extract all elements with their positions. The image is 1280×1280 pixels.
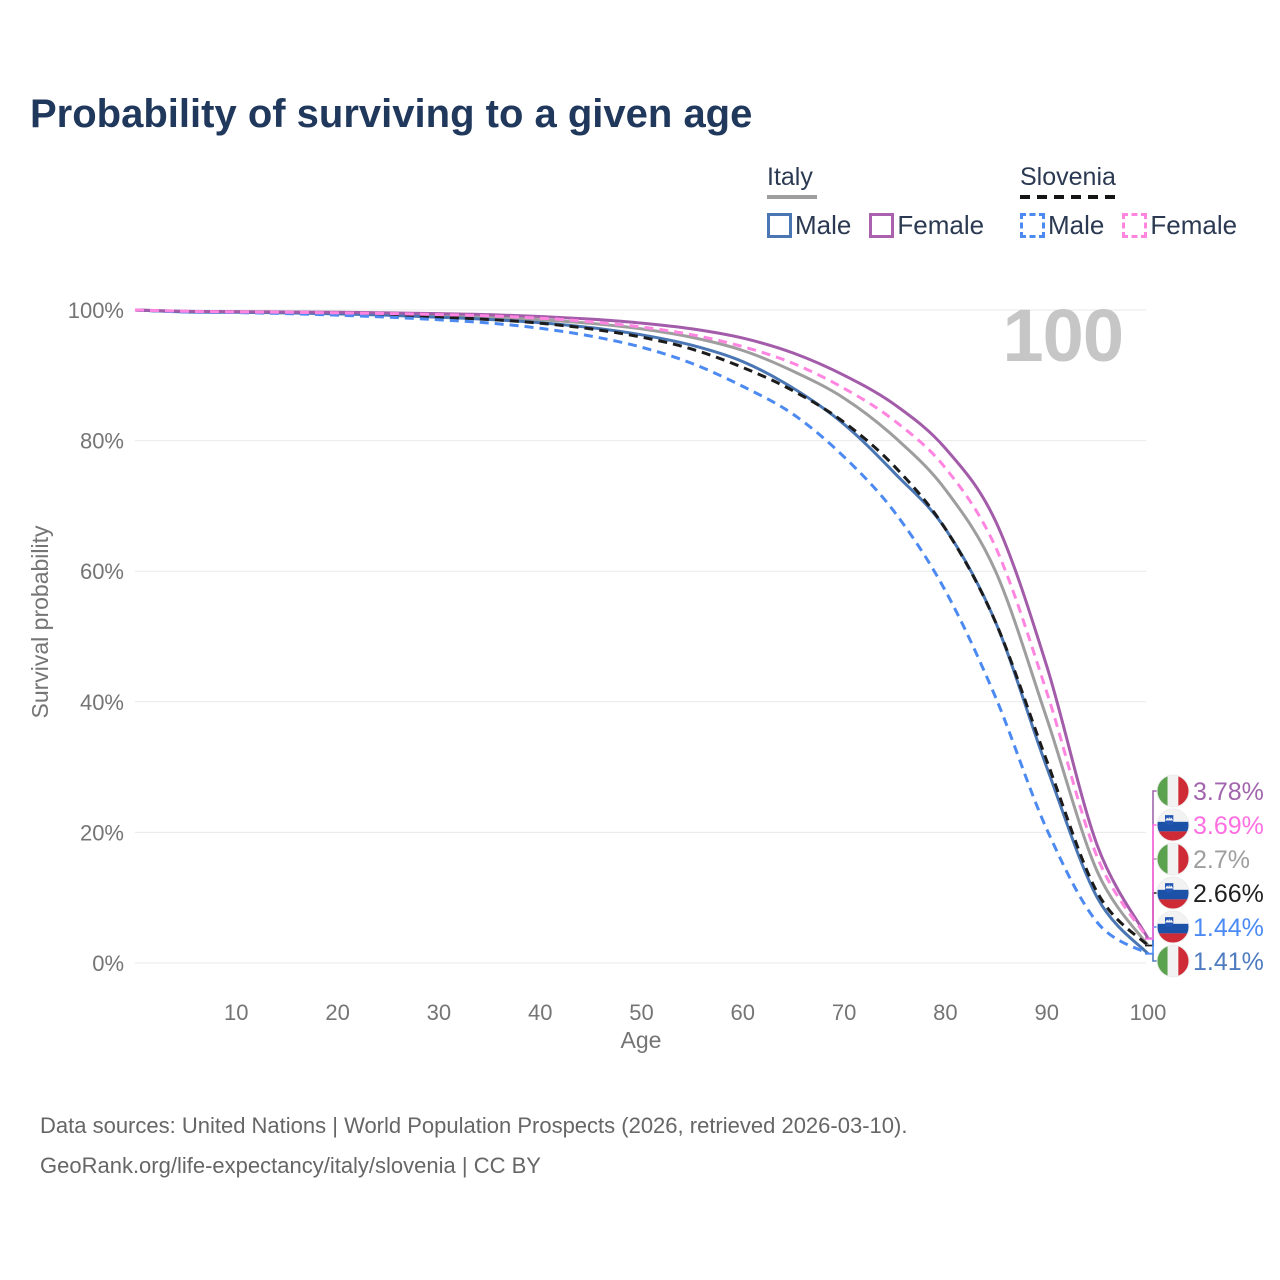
slovenia-flag-icon <box>1156 808 1190 842</box>
legend-label-slovenia-female[interactable]: Female <box>1150 210 1238 240</box>
y-axis-title: Survival probability <box>27 525 53 719</box>
y-tick-100%: 100% <box>68 298 124 323</box>
y-tick-0%: 0% <box>92 951 124 976</box>
watermark-age-100: 100 <box>1003 294 1123 377</box>
end-label-slovenia-male: 1.44% <box>1193 914 1264 942</box>
end-label-slovenia-female: 3.69% <box>1193 812 1264 840</box>
x-tick-50: 50 <box>629 1000 653 1025</box>
end-label-italy-all: 2.7% <box>1193 846 1250 874</box>
y-tick-80%: 80% <box>80 429 124 454</box>
legend-group-italy: Italy Male Female <box>767 163 1002 241</box>
footer-data-sources: Data sources: United Nations | World Pop… <box>40 1113 908 1138</box>
legend-swatch-italy-male[interactable] <box>767 213 792 238</box>
end-label-italy-female: 3.78% <box>1193 778 1264 806</box>
footer-attribution: GeoRank.org/life-expectancy/italy/sloven… <box>40 1153 541 1178</box>
end-label-slovenia-all: 2.66% <box>1193 880 1264 908</box>
curve-slovenia-female[interactable] <box>134 308 1150 940</box>
x-tick-70: 70 <box>832 1000 856 1025</box>
legend-label-italy-female[interactable]: Female <box>897 210 985 240</box>
legend-group-slovenia: Slovenia Male Female <box>1020 163 1255 241</box>
y-tick-20%: 20% <box>80 820 124 845</box>
x-tick-30: 30 <box>427 1000 451 1025</box>
label-connector-slovenia-male <box>1145 926 1157 955</box>
x-axis-tick-labels: 10 20 30 40 50 60 70 80 90 100 <box>224 1000 1166 1025</box>
x-tick-40: 40 <box>528 1000 552 1025</box>
x-tick-10: 10 <box>224 1000 248 1025</box>
italy-flag-icon <box>1156 774 1190 808</box>
y-axis-tick-labels: 0% 20% 40% 60% 80% 100% <box>68 298 124 976</box>
label-connector-italy-all <box>1145 858 1157 947</box>
curve-slovenia-male[interactable] <box>134 308 1149 955</box>
curve-italy-male[interactable] <box>134 308 1150 955</box>
page-title: Probability of surviving to a given age <box>30 92 753 136</box>
legend-underline-italy-solid <box>767 195 817 199</box>
end-value-labels: 2.7% 1.41% 3.78% 2.66% 1.44% 3.69% <box>1145 774 1264 978</box>
y-tick-60%: 60% <box>80 559 124 584</box>
x-tick-20: 20 <box>325 1000 349 1025</box>
legend-country-slovenia: Slovenia <box>1020 163 1116 191</box>
legend-swatch-slovenia-female[interactable] <box>1122 213 1148 238</box>
label-connector-italy-male <box>1145 953 1157 962</box>
label-connector-italy-female <box>1145 790 1157 940</box>
legend-country-italy: Italy <box>767 163 813 191</box>
end-label-italy-male: 1.41% <box>1193 948 1264 976</box>
legend-label-slovenia-male[interactable]: Male <box>1048 210 1105 240</box>
x-tick-60: 60 <box>731 1000 755 1025</box>
legend-entries-italy: Male Female <box>767 210 1002 241</box>
slovenia-flag-icon <box>1156 910 1190 944</box>
survival-curves <box>134 308 1150 955</box>
legend-label-italy-male[interactable]: Male <box>795 210 852 240</box>
italy-flag-icon <box>1156 944 1190 978</box>
legend-swatch-slovenia-male[interactable] <box>1020 213 1045 238</box>
legend-swatch-italy-female[interactable] <box>869 213 895 238</box>
legend-underline-slovenia-dashed <box>1020 195 1118 199</box>
italy-flag-icon <box>1156 842 1190 876</box>
label-connector-slovenia-female <box>1145 824 1157 940</box>
x-axis-title: Age <box>621 1027 662 1053</box>
x-tick-90: 90 <box>1034 1000 1058 1025</box>
x-tick-80: 80 <box>933 1000 957 1025</box>
curve-italy-all[interactable] <box>134 308 1150 947</box>
y-tick-40%: 40% <box>80 690 124 715</box>
slovenia-flag-icon <box>1156 876 1190 910</box>
legend-entries-slovenia: Male Female <box>1020 210 1255 241</box>
footer: Data sources: United Nations | World Pop… <box>40 1106 907 1186</box>
x-tick-100: 100 <box>1130 1000 1167 1025</box>
curve-slovenia-all[interactable] <box>134 308 1150 947</box>
gridlines <box>135 309 1146 964</box>
